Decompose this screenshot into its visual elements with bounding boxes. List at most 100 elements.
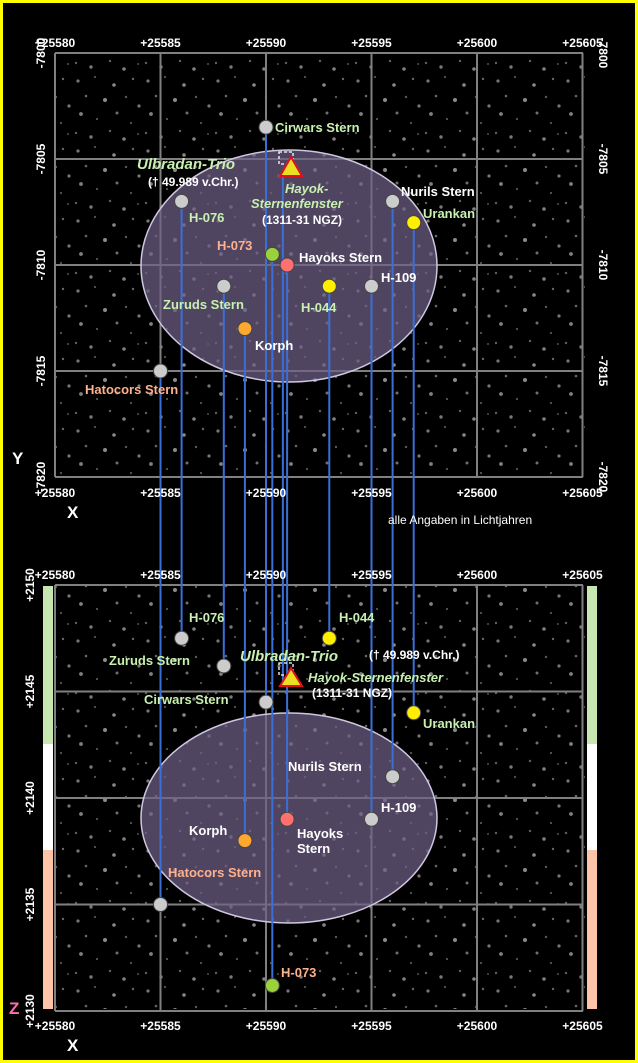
- top-x-tick-label: +25580: [35, 486, 76, 500]
- bottom-z-tick-label: +2135: [23, 887, 37, 921]
- top-window-name-2: Sternenfenster: [251, 196, 344, 211]
- top-label-urankan: Urankan: [423, 206, 475, 221]
- bottom-hayok-window: [278, 662, 304, 687]
- bottom-star-h-073: [264, 977, 280, 993]
- bottom-star-cirwars-stern: [258, 694, 274, 710]
- bottom-x-tick-label: +25605: [562, 1019, 603, 1033]
- top-label-korph: Korph: [255, 338, 293, 353]
- top-star-hatocors-stern: [153, 363, 168, 379]
- top-x-tick-label: +25585: [140, 486, 181, 500]
- top-label-zuruds: Zuruds Stern: [163, 297, 244, 312]
- bottom-star-h-109: [364, 811, 379, 827]
- bottom-window-name: Hayok-Sternenfenster: [308, 670, 444, 685]
- top-x-tick-label: +25605: [562, 486, 603, 500]
- bottom-x-tick-label: +25580: [35, 568, 76, 582]
- top-x-tick-label: +25590: [246, 486, 287, 500]
- top-label-hatocors: Hatocors Stern: [85, 382, 178, 397]
- bottom-x-tick-label: +25595: [351, 568, 392, 582]
- bottom-star-hayoks-stern: [279, 811, 295, 827]
- z-band-white: [587, 744, 597, 850]
- axis-ticks: +25580 +25580 +25585 +25585 +25590 +25590 +255…: [23, 36, 610, 1033]
- top-star-urankan: [406, 215, 422, 231]
- top-star-h-073: [264, 246, 280, 262]
- top-label-h076: H-076: [189, 210, 224, 225]
- z-band-green: [587, 586, 597, 744]
- z-band-left-green: [43, 586, 53, 744]
- bottom-label-h044: H-044: [339, 610, 375, 625]
- bottom-label-h109: H-109: [381, 800, 416, 815]
- bottom-axis-letter-x: X: [67, 1036, 79, 1055]
- bottom-x-tick-label: +25605: [562, 568, 603, 582]
- bottom-label-hayoks-1: Hayoks: [297, 826, 343, 841]
- bottom-x-tick-label: +25600: [457, 1019, 498, 1033]
- top-x-tick-label: +25600: [457, 36, 498, 50]
- bottom-z-tick-label: +2130: [23, 994, 37, 1028]
- bottom-x-tick-label: +25580: [35, 1019, 76, 1033]
- top-trio-name: Ulbradan-Trio: [137, 156, 235, 173]
- bottom-label-hatocors: Hatocors Stern: [168, 865, 261, 880]
- top-label-hayoks: Hayoks Stern: [299, 250, 382, 265]
- top-star-h-109: [364, 278, 379, 294]
- top-x-tick-label: +25600: [457, 486, 498, 500]
- bottom-x-tick-label: +25590: [246, 1019, 287, 1033]
- bottom-x-tick-label: +25595: [351, 1019, 392, 1033]
- top-y-tick-label-left: -7800: [34, 37, 48, 68]
- top-label-h109: H-109: [381, 270, 416, 285]
- units-note: alle Angaben in Lichtjahren: [388, 513, 532, 527]
- bottom-star-urankan: [406, 705, 422, 721]
- bottom-x-tick-label: +25590: [246, 568, 287, 582]
- bottom-star-korph: [237, 833, 253, 849]
- top-y-tick-label-right: -7815: [596, 356, 610, 387]
- z-band-left-white: [43, 744, 53, 850]
- bottom-label-h073: H-073: [281, 965, 316, 980]
- top-x-tick-label: +25605: [562, 36, 603, 50]
- top-star-hayoks-stern: [279, 257, 295, 273]
- top-y-tick-label-left: -7810: [34, 249, 48, 280]
- top-axis-letter-x: X: [67, 503, 79, 522]
- top-star-nurils-stern: [385, 193, 401, 209]
- bottom-star-nurils-stern: [385, 769, 401, 785]
- top-y-tick-label-left: -7805: [34, 143, 48, 174]
- top-hayok-window-icon: [278, 155, 304, 177]
- bottom-x-tick-label: +25585: [140, 1019, 181, 1033]
- bottom-label-nurils: Nurils Stern: [288, 759, 362, 774]
- top-window-date: (1311-31 NGZ): [262, 213, 342, 227]
- bottom-trio-date: († 49.989 v.Chr.): [369, 648, 460, 662]
- bottom-trio-name: Ulbradan-Trio: [240, 648, 338, 665]
- top-hayok-window: [278, 151, 304, 177]
- top-y-tick-label-right: -7820: [596, 462, 610, 493]
- top-label-h073: H-073: [217, 238, 252, 253]
- top-window-name-1: Hayok-: [285, 181, 328, 196]
- top-trio-date: († 49.989 v.Chr.): [148, 175, 239, 189]
- top-x-tick-label: +25595: [351, 486, 392, 500]
- bottom-star-h-044: [321, 630, 337, 646]
- top-axis-letter-y: Y: [12, 449, 24, 468]
- bottom-window-date: (1311-31 NGZ): [312, 686, 392, 700]
- top-star-cirwars-stern: [258, 119, 274, 135]
- top-star-h-044: [321, 278, 337, 294]
- bottom-z-tick-label: +2145: [23, 674, 37, 708]
- top-y-tick-label-right: -7800: [596, 38, 610, 69]
- bottom-axis-letter-z: Z: [9, 999, 19, 1018]
- top-label-h044: H-044: [301, 300, 337, 315]
- bottom-z-tick-label: +2140: [23, 781, 37, 815]
- top-y-tick-label-right: -7810: [596, 250, 610, 281]
- star-map: +25580 +25580 +25585 +25585 +25590 +25590 +255…: [9, 36, 610, 1055]
- bottom-z-tick-label: +2150: [23, 568, 37, 602]
- bottom-label-hayoks-2: Stern: [297, 841, 330, 856]
- bottom-x-tick-label: +25585: [140, 568, 181, 582]
- top-x-tick-label: +25590: [246, 36, 287, 50]
- top-x-tick-label: +25585: [140, 36, 181, 50]
- top-y-tick-label-left: -7815: [34, 355, 48, 386]
- top-star-h-076: [174, 193, 190, 209]
- star-markers: [153, 119, 422, 993]
- top-label-nurils: Nurils Stern: [401, 184, 475, 199]
- bottom-label-cirwars: Cirwars Stern: [144, 692, 229, 707]
- z-band-peach: [587, 850, 597, 1009]
- top-star-korph: [237, 321, 253, 337]
- top-star-zuruds-stern: [216, 278, 232, 294]
- bottom-star-hatocors-stern: [153, 897, 168, 912]
- bottom-label-korph: Korph: [189, 823, 227, 838]
- bottom-label-urankan: Urankan: [423, 716, 475, 731]
